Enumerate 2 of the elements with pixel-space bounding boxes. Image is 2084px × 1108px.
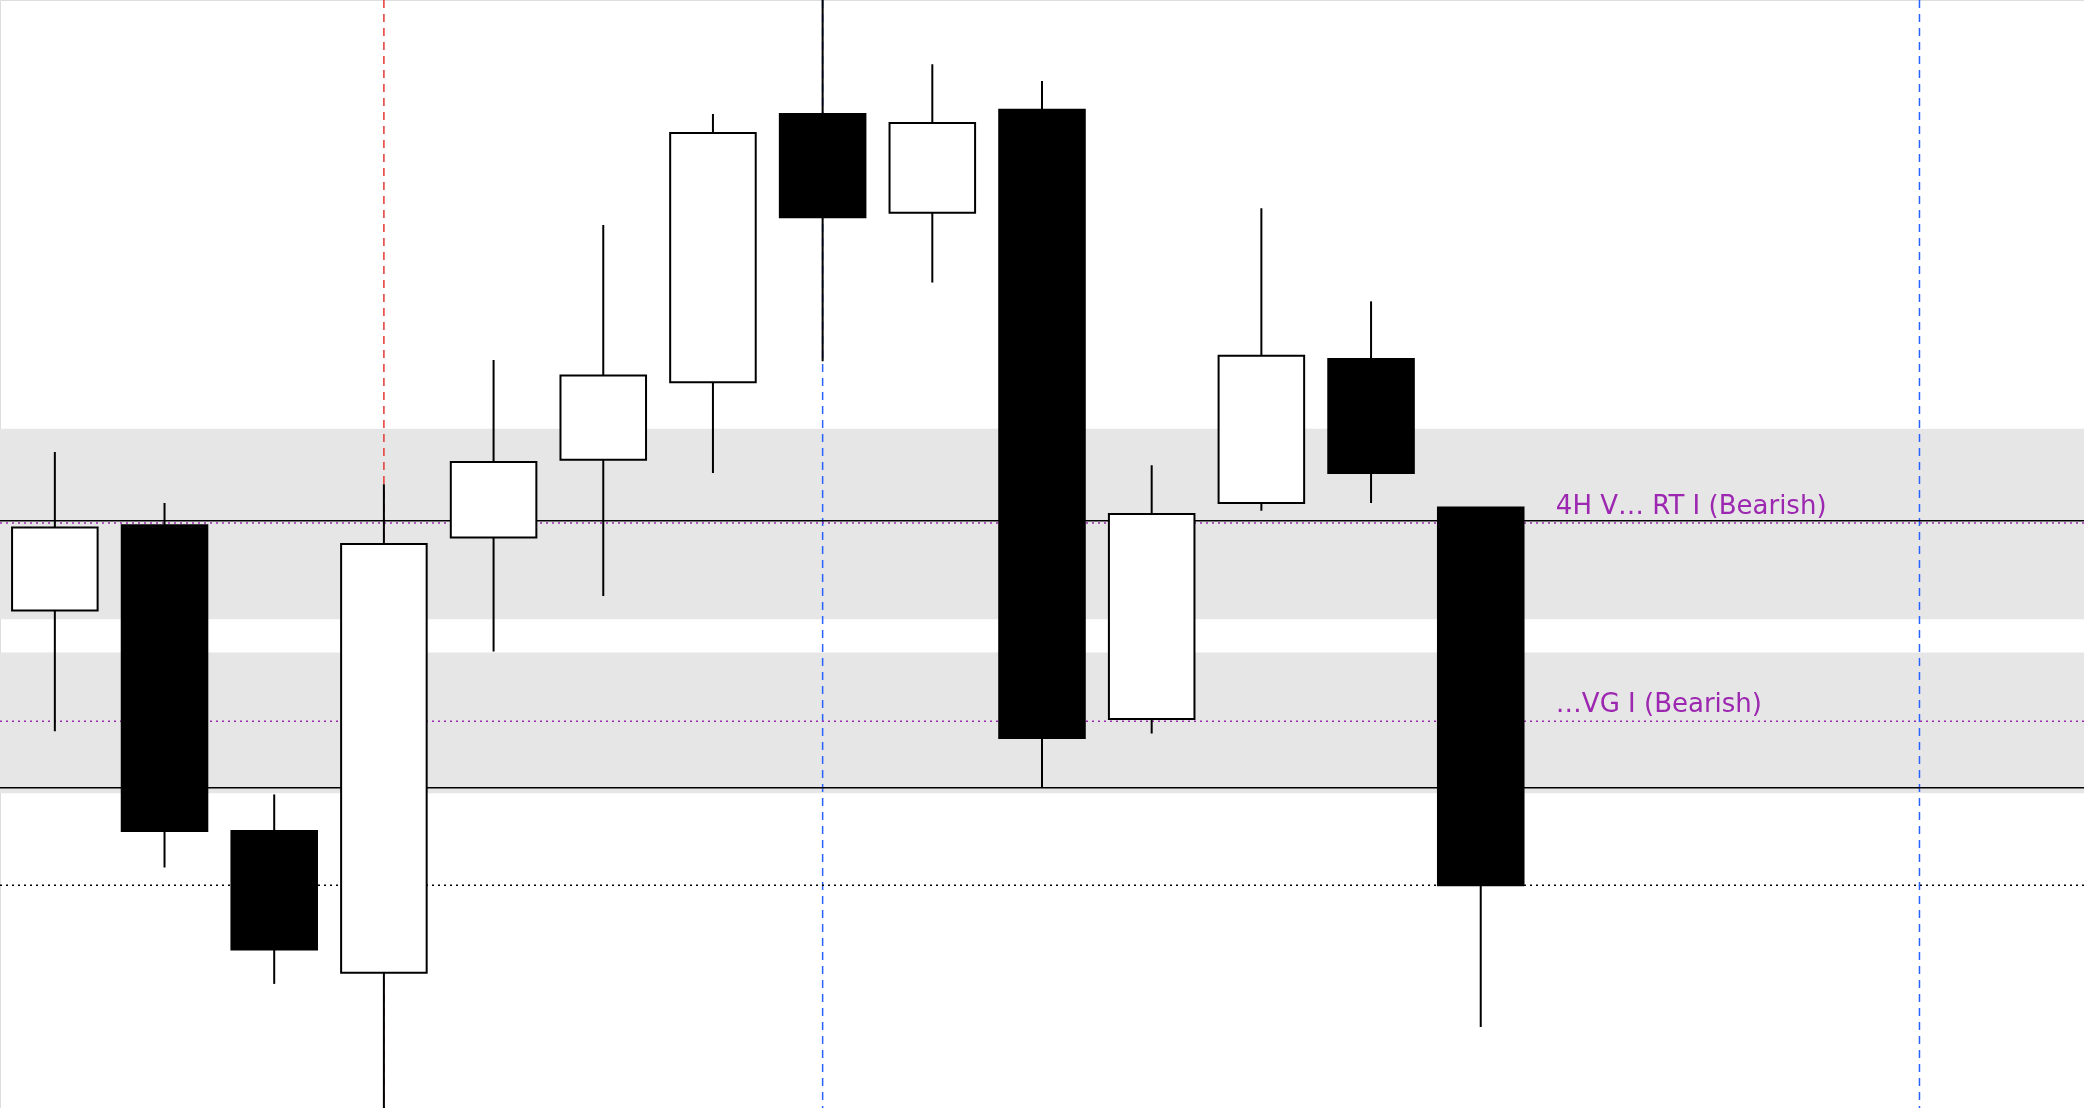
- ref-line-label: 4H V… RT I (Bearish): [1555, 489, 1827, 520]
- ref-line-label: …VG I (Bearish): [1555, 688, 1762, 719]
